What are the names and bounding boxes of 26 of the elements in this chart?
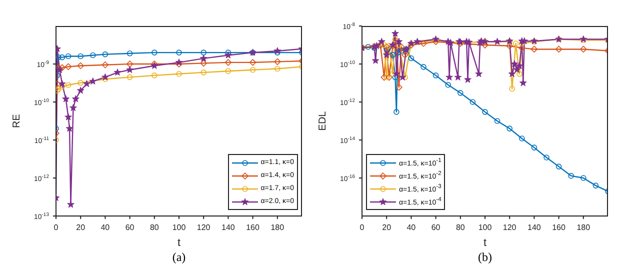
x-tick-label: 80 bbox=[456, 223, 466, 232]
y-axis-title: EDL bbox=[318, 110, 329, 131]
x-tick-label: 180 bbox=[270, 223, 285, 232]
x-tick-label: 60 bbox=[125, 223, 135, 232]
x-tick-label: 120 bbox=[502, 223, 517, 232]
x-tick-label: 100 bbox=[172, 223, 186, 232]
text: (b) bbox=[477, 250, 493, 265]
y-axis-title: RE bbox=[12, 114, 23, 128]
text: (a) bbox=[171, 250, 187, 265]
x-axis-title: t bbox=[483, 237, 487, 249]
x-tick-label: 160 bbox=[246, 223, 260, 232]
x-tick-label: 40 bbox=[406, 223, 416, 232]
x-tick-label: 140 bbox=[222, 223, 236, 232]
x-tick-label: 100 bbox=[478, 223, 492, 232]
x-tick-label: 40 bbox=[100, 223, 110, 232]
x-tick-label: 20 bbox=[76, 223, 86, 232]
x-tick-label: 120 bbox=[196, 223, 211, 232]
x-tick-label: 20 bbox=[382, 223, 392, 232]
x-tick-label: 80 bbox=[150, 223, 160, 232]
x-tick-label: 60 bbox=[431, 223, 441, 232]
x-tick-label: 180 bbox=[576, 223, 591, 232]
x-tick-label: 0 bbox=[54, 223, 59, 232]
x-axis-title: t bbox=[177, 237, 181, 249]
x-tick-label: 0 bbox=[360, 223, 365, 232]
x-tick-label: 160 bbox=[552, 223, 566, 232]
x-tick-label: 140 bbox=[528, 223, 542, 232]
